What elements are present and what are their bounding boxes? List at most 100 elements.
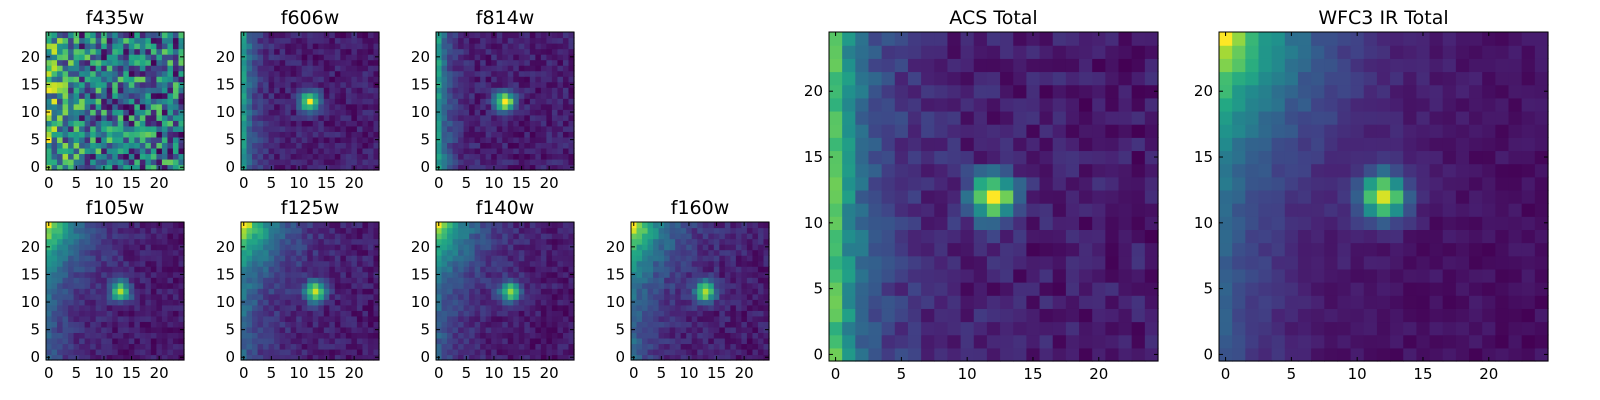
- heatmap-cell: [441, 158, 448, 166]
- heatmap-cell: [134, 249, 141, 256]
- heatmap-cell: [123, 59, 130, 66]
- heatmap-cell: [301, 244, 308, 251]
- heatmap-cell: [367, 87, 375, 94]
- heatmap-cell: [318, 304, 325, 311]
- heatmap-cell: [496, 233, 503, 240]
- heatmap-cell: [436, 37, 443, 44]
- heatmap-cells: [46, 32, 185, 171]
- heatmap-cell: [367, 114, 375, 121]
- heatmap-cell: [307, 233, 314, 240]
- heatmap-cell: [46, 98, 53, 105]
- heatmap-cell: [557, 321, 564, 328]
- heatmap-cell: [524, 120, 531, 127]
- heatmap-cell: [535, 147, 542, 155]
- heatmap-cell: [128, 321, 135, 328]
- heatmap-cell: [480, 87, 487, 94]
- heatmap-cell: [57, 92, 64, 99]
- heatmap-cell: [675, 260, 682, 267]
- heatmap-cell: [79, 277, 86, 284]
- heatmap-cell: [134, 158, 141, 166]
- heatmap-cell: [973, 176, 988, 191]
- heatmap-cell: [128, 343, 135, 350]
- heatmap-cell: [51, 227, 58, 234]
- heatmap-cell: [117, 48, 124, 55]
- heatmap-cell: [551, 147, 559, 155]
- heatmap-cell: [741, 332, 748, 339]
- heatmap-cell: [90, 227, 97, 234]
- heatmap-cell: [436, 288, 443, 295]
- heatmap-cell: [285, 238, 292, 245]
- heatmap-cell: [713, 293, 720, 300]
- heatmap-cell: [540, 164, 547, 171]
- heatmap-cell: [334, 310, 341, 317]
- heatmap-cell: [741, 227, 748, 234]
- heatmap-cell: [546, 142, 553, 149]
- heatmap-cell: [345, 354, 352, 361]
- heatmap-cell: [568, 260, 575, 267]
- heatmap-cell: [441, 164, 448, 171]
- heatmap-cell: [356, 92, 364, 99]
- heatmap-cell: [362, 109, 369, 116]
- heatmap-cell: [57, 54, 64, 61]
- heatmap-cell: [436, 233, 443, 240]
- heatmap-cell: [51, 142, 58, 149]
- heatmap-cell: [507, 37, 514, 44]
- heatmap-cell: [241, 48, 248, 55]
- heatmap-cell: [268, 238, 275, 245]
- heatmap-cell: [441, 293, 448, 300]
- heatmap-cell: [323, 255, 330, 262]
- heatmap-cell: [112, 238, 119, 245]
- heatmap-cell: [334, 125, 341, 132]
- heatmap-cell: [340, 164, 347, 171]
- heatmap-cell: [730, 321, 737, 328]
- heatmap-cell: [156, 125, 163, 132]
- heatmap-cell: [474, 109, 481, 116]
- heatmap-cell: [658, 304, 665, 311]
- heatmap-cell: [1105, 295, 1120, 309]
- heatmap-cell: [658, 282, 665, 289]
- heatmap-cell: [112, 92, 119, 99]
- heatmap-cell: [686, 238, 693, 245]
- heatmap-cell: [529, 103, 536, 110]
- heatmap-cell: [340, 120, 347, 127]
- heatmap-cell: [518, 147, 525, 155]
- heatmap-cell: [79, 92, 86, 99]
- heatmap-cell: [257, 114, 264, 121]
- heatmap-cell: [334, 348, 341, 356]
- heatmap-cell: [356, 233, 364, 240]
- heatmap-cell: [150, 288, 157, 295]
- heatmap-cell: [323, 238, 330, 245]
- heatmap-cell: [524, 293, 531, 300]
- heatmap-cell: [112, 158, 119, 166]
- heatmap-cell: [68, 293, 75, 300]
- heatmap-cell: [485, 321, 492, 328]
- heatmap-cell: [496, 282, 503, 289]
- heatmap-cell: [1105, 203, 1120, 217]
- heatmap-cell: [502, 277, 509, 284]
- heatmap-cell: [79, 343, 86, 350]
- heatmap-cell: [474, 310, 481, 317]
- heatmap-cell: [246, 131, 253, 138]
- heatmap-cell: [1079, 282, 1093, 296]
- heatmap-cell: [518, 233, 525, 240]
- heatmap-cell: [178, 70, 185, 77]
- heatmap-cell: [95, 92, 102, 99]
- heatmap-cell: [1065, 189, 1080, 204]
- heatmap-cell: [312, 222, 319, 229]
- heatmap-cell: [518, 43, 525, 50]
- heatmap-cell: [447, 271, 454, 278]
- heatmap-cell: [491, 288, 498, 295]
- heatmap-cell: [907, 229, 922, 244]
- heatmap-cell: [312, 48, 319, 55]
- heatmap-cell: [345, 65, 352, 72]
- heatmap-cell: [491, 98, 498, 105]
- heatmap-cell: [1026, 321, 1041, 336]
- heatmap-cell: [285, 299, 292, 306]
- x-tick-label: 10: [289, 364, 308, 382]
- heatmap-cell: [106, 54, 113, 61]
- heatmap-cell: [51, 136, 58, 143]
- heatmap-cell: [491, 233, 498, 240]
- heatmap-cell: [960, 295, 975, 309]
- heatmap-cell: [68, 321, 75, 328]
- heatmap-cell: [312, 59, 319, 66]
